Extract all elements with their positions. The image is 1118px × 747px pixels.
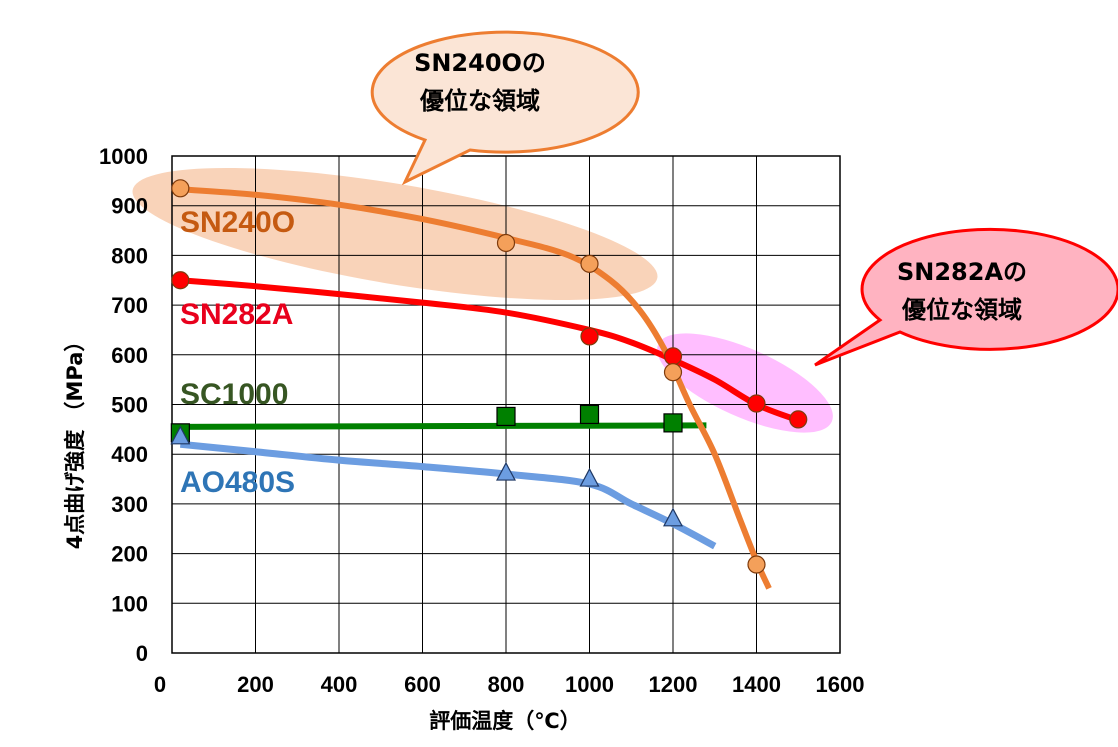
- grid-lines: [171, 155, 841, 654]
- y-tick-label: 600: [111, 343, 148, 368]
- callout-bubble-sn282a: [814, 227, 1118, 367]
- series-label-ao480s: AO480S: [180, 466, 295, 499]
- callout-bubble-sn240o: [370, 30, 640, 186]
- marker-sc1000: [496, 406, 516, 427]
- y-tick-label: 900: [111, 194, 148, 219]
- callout-sn282a-line1: SN282Aの: [897, 258, 1027, 286]
- y-tick-label: 100: [111, 591, 148, 616]
- callout-sn282a: SN282Aの 優位な領域: [814, 227, 1118, 367]
- sn240o-advantage-region: [132, 167, 658, 301]
- series-label-sn282a: SN282A: [180, 298, 293, 331]
- marker-sn240o: [747, 555, 766, 574]
- y-tick-label: 700: [111, 293, 148, 318]
- callout-sn240o-line1: SN240Oの: [414, 49, 546, 77]
- marker-sn282a: [171, 271, 190, 290]
- plot-frame: [171, 155, 841, 654]
- marker-sn240o: [663, 363, 683, 382]
- y-tick-label: 500: [111, 393, 148, 418]
- y-tick-label: 0: [136, 641, 148, 666]
- x-tick-label: 200: [237, 672, 274, 697]
- x-tick-label: 1600: [816, 672, 865, 697]
- x-axis-title: 評価温度（℃）: [429, 709, 580, 733]
- curve-sn282a: [180, 277, 800, 424]
- y-tick-label: 800: [111, 243, 148, 268]
- y-tick-label: 1000: [99, 144, 148, 169]
- x-axis-ticks: 0 200 400 600 800 1000 1200 1400 1600: [154, 672, 865, 697]
- callout-sn282a-line2: 優位な領域: [901, 296, 1022, 324]
- marker-sn240o: [580, 254, 599, 273]
- callout-sn240o: SN240Oの 優位な領域: [370, 30, 640, 186]
- x-tick-label: 400: [321, 672, 358, 697]
- x-tick-label: 1200: [649, 672, 698, 697]
- marker-sc1000: [579, 404, 600, 425]
- marker-ao480s: [663, 507, 683, 527]
- y-tick-label: 400: [111, 442, 148, 467]
- y-axis-ticks: 0 100 200 300 400 500 600 700 800 900 1000: [99, 144, 148, 666]
- marker-ao480s: [170, 425, 191, 445]
- curve-sn240o: [180, 186, 772, 590]
- x-tick-label: 600: [404, 672, 441, 697]
- series-label-sn240o: SN240O: [180, 206, 295, 239]
- callout-sn240o-line2: 優位な領域: [419, 87, 540, 115]
- y-tick-label: 300: [111, 492, 148, 517]
- series-label-sc1000: SC1000: [180, 378, 288, 411]
- curve-sc1000: [180, 422, 707, 430]
- y-tick-label: 200: [111, 542, 148, 567]
- x-tick-label: 0: [154, 672, 166, 697]
- marker-sn240o: [171, 179, 190, 198]
- x-tick-label: 800: [488, 672, 525, 697]
- sn282a-advantage-region: [657, 333, 833, 433]
- curve-ao480s: [180, 440, 717, 550]
- marker-sc1000: [663, 413, 683, 433]
- highlight-regions: [132, 167, 833, 433]
- x-tick-label: 1400: [732, 672, 781, 697]
- y-axis-title: 4点曲げ強度 （MPa）: [63, 331, 87, 550]
- marker-sn282a: [789, 410, 808, 429]
- marker-sn282a: [663, 347, 683, 366]
- series-curves: [180, 186, 800, 590]
- series-markers: [170, 179, 808, 574]
- marker-sn282a: [580, 327, 599, 346]
- x-tick-label: 1000: [565, 672, 614, 697]
- marker-ao480s: [579, 467, 600, 487]
- marker-sn240o: [496, 233, 516, 253]
- marker-ao480s: [496, 461, 516, 481]
- marker-sn282a: [747, 394, 766, 413]
